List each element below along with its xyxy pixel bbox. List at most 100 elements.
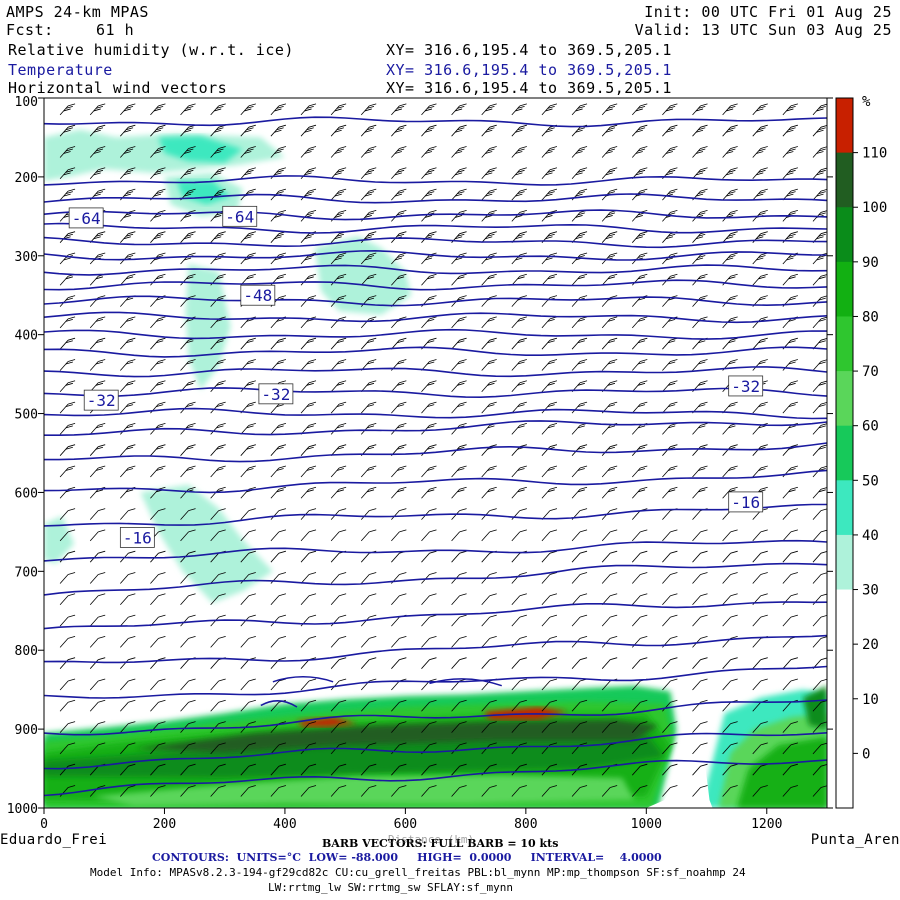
wind-barb xyxy=(782,636,798,648)
wind-barb xyxy=(150,359,166,371)
x-tick-label: 400 xyxy=(273,817,296,832)
wind-barb xyxy=(391,316,407,329)
wind-barb xyxy=(662,529,678,542)
wind-barb xyxy=(722,572,738,584)
wind-barb xyxy=(511,678,527,691)
wind-barb xyxy=(210,103,226,116)
wind-barb xyxy=(210,337,226,350)
wind-barb xyxy=(511,785,527,797)
wind-barb xyxy=(511,252,527,265)
wind-barb xyxy=(59,699,76,712)
wind-barb xyxy=(631,785,648,797)
wind-barb xyxy=(511,614,527,627)
wind-barb xyxy=(59,188,76,201)
wind-barb xyxy=(481,401,497,414)
wind-barb xyxy=(541,486,558,499)
wind-barb xyxy=(812,103,827,116)
wind-barb xyxy=(662,465,678,478)
wind-barb xyxy=(421,614,437,627)
wind-barb xyxy=(89,593,106,606)
wind-barb xyxy=(782,721,798,733)
wind-barb xyxy=(360,337,377,350)
wind-barb xyxy=(270,742,287,755)
wind-barb xyxy=(150,593,166,606)
wind-barb xyxy=(571,444,588,456)
wind-barb xyxy=(571,316,588,329)
wind-barb xyxy=(511,721,527,733)
rh-region xyxy=(140,484,273,603)
model-info-line2: LW:rrtmg_lw SW:rrtmg_sw SFLAY:sf_mynn xyxy=(268,881,514,894)
wind-barb xyxy=(270,146,287,158)
contour-label: -48 xyxy=(240,284,276,306)
wind-barb xyxy=(180,636,196,648)
wind-barb xyxy=(240,252,256,265)
wind-barb xyxy=(330,359,347,371)
isotherm xyxy=(429,678,502,687)
wind-barb xyxy=(89,167,106,180)
wind-barb xyxy=(541,316,558,329)
wind-barb xyxy=(541,167,558,180)
wind-barb xyxy=(511,657,527,669)
wind-barb xyxy=(601,167,618,180)
wind-barb xyxy=(782,167,798,180)
wind-barb xyxy=(631,742,648,755)
wind-barb xyxy=(360,188,377,201)
wind-barb xyxy=(812,125,827,137)
isotherm xyxy=(44,264,827,276)
wind-barb xyxy=(270,614,287,627)
wind-barb xyxy=(89,316,106,329)
wind-barb xyxy=(722,252,738,265)
wind-barb xyxy=(180,785,196,797)
wind-barb xyxy=(210,529,226,542)
wind-barb xyxy=(421,486,437,499)
contour-label-text: -16 xyxy=(731,493,760,512)
wind-barb xyxy=(812,401,827,414)
wind-barb xyxy=(662,550,678,563)
wind-barb xyxy=(330,636,347,648)
wind-barb xyxy=(631,337,648,350)
wind-barb xyxy=(89,444,106,456)
wind-barb xyxy=(812,487,827,499)
wind-barb xyxy=(89,614,106,627)
contour-label-text: -32 xyxy=(87,391,116,410)
wind-barb xyxy=(180,678,196,691)
wind-barb xyxy=(180,231,196,243)
wind-barb xyxy=(150,380,166,393)
wind-barb xyxy=(631,486,648,499)
wind-barb xyxy=(631,593,648,606)
contour-label-text: -32 xyxy=(731,377,760,396)
wind-barb xyxy=(601,636,618,648)
field-name-rh: Relative humidity (w.r.t. ice) xyxy=(8,41,294,59)
wind-barb xyxy=(692,763,708,776)
wind-barb xyxy=(812,316,827,329)
wind-barb xyxy=(300,465,317,478)
wind-barb xyxy=(360,572,377,584)
wind-barb xyxy=(300,444,317,456)
wind-barb xyxy=(481,699,497,712)
colorbar-label: 50 xyxy=(862,473,879,489)
wind-barb xyxy=(601,486,618,499)
wind-barb xyxy=(782,593,798,606)
rh-region xyxy=(736,737,827,808)
contour-label: -32 xyxy=(728,375,764,397)
wind-barb xyxy=(150,678,166,691)
wind-barb xyxy=(812,551,827,563)
wind-barb xyxy=(662,486,678,499)
wind-barb xyxy=(150,550,166,563)
wind-barb xyxy=(812,167,827,180)
wind-barb xyxy=(571,103,588,116)
wind-barb xyxy=(300,359,317,371)
wind-barb xyxy=(752,252,768,265)
wind-barb xyxy=(89,124,106,137)
x-axis-label: Distance (km) xyxy=(388,833,475,846)
wind-barb xyxy=(752,103,768,116)
wind-barb xyxy=(120,678,136,691)
wind-barb xyxy=(391,146,407,158)
wind-barb xyxy=(601,273,618,286)
wind-barb xyxy=(692,444,708,456)
wind-barb xyxy=(782,359,798,371)
wind-barb xyxy=(511,593,527,606)
wind-barb xyxy=(571,486,588,499)
wind-barb xyxy=(631,636,648,648)
colorbar-label: 70 xyxy=(862,364,879,380)
